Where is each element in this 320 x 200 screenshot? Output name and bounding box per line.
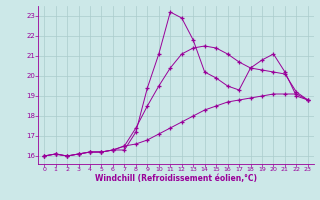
X-axis label: Windchill (Refroidissement éolien,°C): Windchill (Refroidissement éolien,°C) [95,174,257,183]
